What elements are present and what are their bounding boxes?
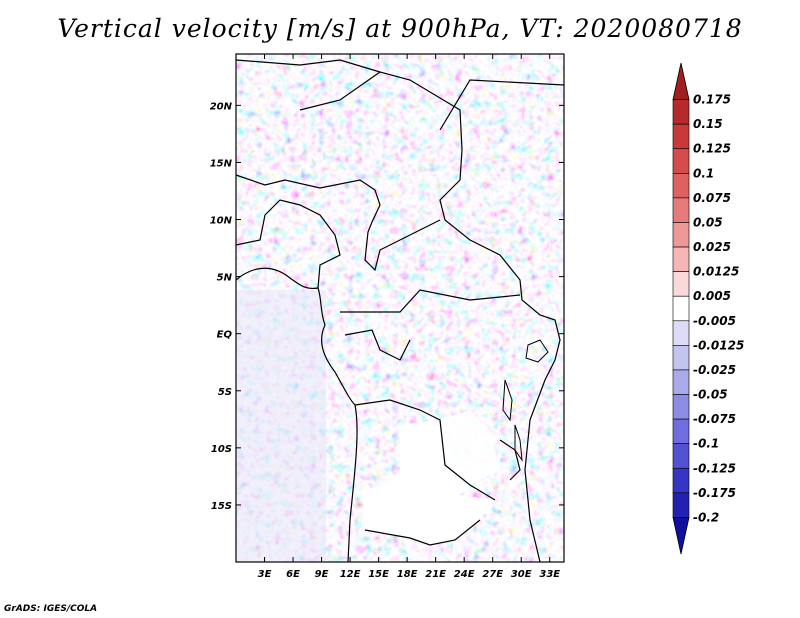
y-tick-label: 10N — [210, 216, 233, 227]
colorbar-label: 0.0125 — [693, 265, 739, 279]
colorbar-label: 0.1 — [693, 166, 714, 180]
x-tick-label: 18E — [397, 569, 418, 580]
x-axis: 3E 6E 9E 12E 15E 18E 21E 24E 27E 30E 33E — [258, 54, 560, 580]
colorbar-segment — [672, 271, 690, 297]
near-zero-region — [362, 420, 495, 545]
y-tick-label: 5N — [217, 273, 233, 284]
country-borders — [235, 59, 565, 563]
colorbar-segment — [672, 418, 690, 444]
map-field — [236, 54, 564, 562]
x-tick-label: 15E — [368, 569, 389, 580]
colorbar-top-arrow — [672, 62, 690, 100]
colorbar-bottom-arrow — [672, 517, 690, 555]
x-tick-label: 9E — [315, 569, 329, 580]
colorbar: 0.175 0.15 0.125 0.1 0.075 0.05 0.025 0.0125 0.0… — [672, 62, 744, 555]
colorbar-segment — [672, 295, 690, 322]
colorbar-segment — [672, 492, 690, 518]
colorbar-label: -0.125 — [693, 461, 736, 475]
x-tick-label: 30E — [511, 569, 532, 580]
colorbar-label: -0.175 — [693, 486, 736, 500]
colorbar-segment — [672, 369, 690, 395]
colorbar-label: 0.125 — [693, 142, 731, 156]
colorbar-segment — [672, 443, 690, 469]
x-tick-label: 12E — [340, 569, 361, 580]
y-tick-label: 5S — [218, 387, 232, 398]
y-tick-label: 20N — [210, 101, 233, 112]
colorbar-label: -0.1 — [693, 437, 719, 451]
colorbar-label: 0.15 — [693, 117, 723, 131]
colorbar-label: -0.005 — [693, 314, 736, 328]
y-tick-label: 15S — [211, 501, 232, 512]
y-tick-label: EQ — [217, 330, 233, 341]
grads-credit: GrADS: IGES/COLA — [4, 604, 98, 614]
colorbar-label: -0.025 — [693, 363, 736, 377]
colorbar-label: 0.005 — [693, 289, 731, 303]
colorbar-label: -0.05 — [693, 388, 728, 402]
y-tick-label: 10S — [211, 444, 232, 455]
colorbar-label: 0.05 — [693, 215, 723, 229]
colorbar-segment — [672, 345, 690, 371]
colorbar-label: 0.025 — [693, 240, 731, 254]
colorbar-segment — [672, 148, 690, 174]
x-tick-label: 33E — [539, 569, 560, 580]
colorbar-segment — [672, 197, 690, 223]
x-tick-label: 24E — [454, 569, 475, 580]
x-tick-label: 21E — [425, 569, 446, 580]
colorbar-label: -0.075 — [693, 412, 736, 426]
colorbar-segment — [672, 123, 690, 150]
colorbar-label: 0.175 — [693, 93, 731, 107]
x-tick-label: 27E — [482, 569, 503, 580]
plot-frame — [235, 53, 565, 563]
colorbar-label: -0.2 — [693, 510, 719, 524]
y-tick-label: 15N — [210, 158, 233, 169]
chart-title: Vertical velocity [m/s] at 900hPa, VT: 2… — [57, 14, 743, 43]
lakes — [502, 339, 549, 462]
colorbar-label: 0.075 — [693, 191, 731, 205]
colorbar-segment — [672, 99, 690, 125]
x-tick-label: 3E — [258, 569, 272, 580]
colorbar-label: -0.0125 — [693, 338, 744, 352]
colorbar-segment — [672, 246, 690, 272]
colorbar-segment — [672, 222, 690, 248]
colorbar-segment — [672, 173, 690, 199]
x-tick-label: 6E — [286, 569, 300, 580]
colorbar-segment — [672, 394, 690, 420]
colorbar-segment — [672, 320, 690, 346]
y-axis: 20N 15N 10N 5N EQ 5S 10S 15S — [210, 101, 564, 512]
colorbar-segment — [672, 467, 690, 494]
